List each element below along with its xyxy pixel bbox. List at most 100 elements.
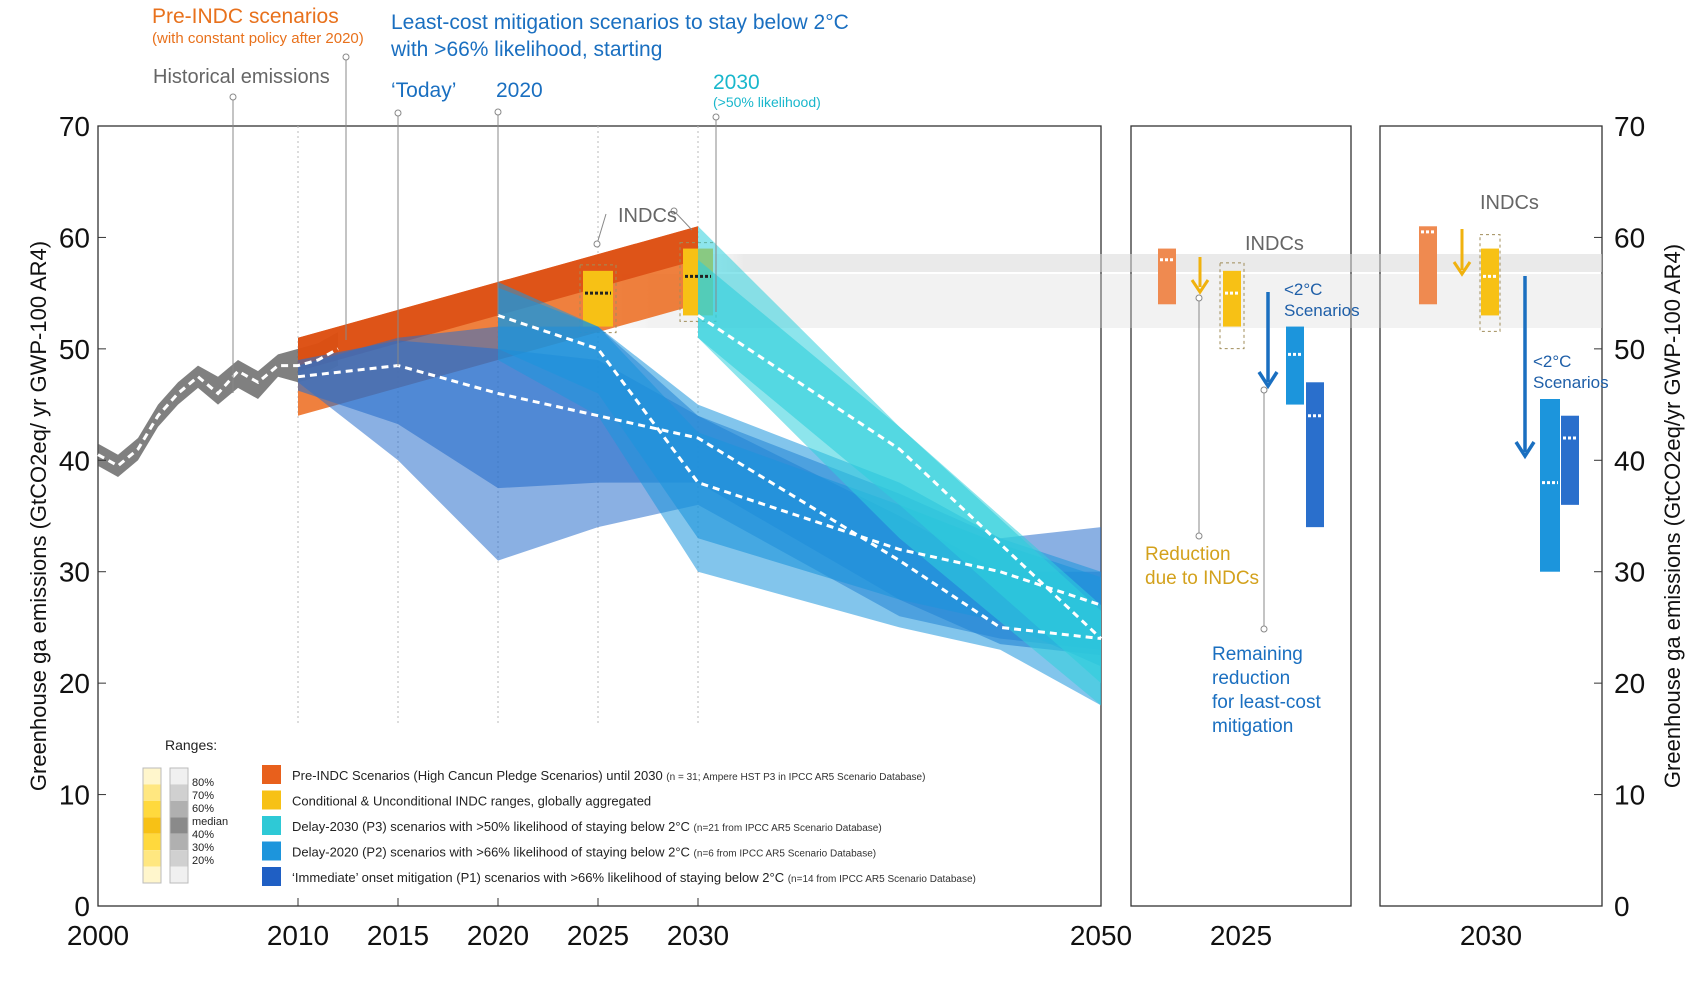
pre-indc-title: Pre-INDC scenarios [152, 5, 339, 28]
legend-item-note: (n=14 from IPCC AR5 Scenario Database) [788, 874, 976, 885]
delay-2020-p2--median [497, 314, 1102, 607]
range-key-yellow-seg [143, 784, 161, 801]
y-tick-label-right: 0 [1614, 891, 1630, 922]
delay-2030-p3--median [697, 314, 1103, 640]
legend-swatch [262, 816, 281, 835]
range-key-gray-seg [170, 800, 188, 818]
legend-item-label: Delay-2030 (P3) scenarios with >50% like… [292, 819, 882, 834]
y-axis-label-right: Greenhouse ga emissions (GtCO2eq/yr GWP-… [1660, 244, 1685, 788]
panel2030-indc-bar [1481, 248, 1499, 316]
reduction-label-2: due to INDCs [1145, 568, 1259, 589]
y-axis-label-left: Greenhouse ga emissions (GtCO2eq/ yr GWP… [26, 241, 51, 791]
range-key-yellow-seg [143, 833, 161, 851]
legend-item-label: Delay-2020 (P2) scenarios with >66% like… [292, 845, 876, 860]
range-key-label: 70% [192, 790, 214, 802]
label-2030-sub: (>50% likelihood) [713, 94, 821, 110]
today-label: ‘Today’ [391, 79, 456, 102]
panel-2025-label: 2025 [1210, 920, 1272, 951]
legend-swatch [262, 841, 281, 861]
legend-item-note: (n=21 from IPCC AR5 Scenario Database) [694, 823, 882, 834]
panel2025-p2-bar [1286, 326, 1304, 405]
legend-ranges-title: Ranges: [165, 737, 217, 753]
y-tick-label-right: 20 [1614, 668, 1645, 699]
legend-item-label: ‘Immediate’ onset mitigation (P1) scenar… [292, 870, 976, 885]
legend-item-note: (n=6 from IPCC AR5 Scenario Database) [694, 849, 877, 860]
indcs-label-2030: INDCs [1480, 192, 1539, 214]
legend-swatch [262, 765, 281, 784]
panel-2030-frame [1379, 125, 1603, 907]
scenarios-word-2025: Scenarios [1284, 301, 1360, 320]
x-tick-label: 2020 [467, 920, 529, 951]
panel2030-p2-bar [1540, 399, 1560, 572]
legend-item-label: Pre-INDC Scenarios (High Cancun Pledge S… [292, 768, 925, 783]
remaining-label-1: Remaining [1212, 644, 1303, 665]
y-tick-label: 50 [59, 334, 90, 365]
immediate-p1--median [297, 364, 1102, 641]
indcs-label-main: INDCs [618, 205, 677, 227]
legend-item-label: Conditional & Unconditional INDC ranges,… [292, 794, 651, 809]
y-tick-label-right: 50 [1614, 334, 1645, 365]
range-key-label: 30% [192, 842, 214, 854]
panel2025-p1-bar [1306, 382, 1324, 528]
scenarios-word-2030: Scenarios [1533, 373, 1609, 392]
scenarios-lt2-2025: <2°C [1284, 280, 1322, 299]
range-key-yellow-seg [143, 817, 161, 834]
range-key-yellow-frame [142, 767, 162, 884]
range-key-yellow-seg [143, 768, 161, 785]
panel2030-pre-indc-bar [1419, 226, 1437, 305]
legend-item-note: (n = 31; Ampere HST P3 in IPCC AR5 Scena… [666, 772, 925, 783]
range-key-gray-seg [170, 817, 188, 834]
scenarios-lt2-2030: <2°C [1533, 352, 1571, 371]
panel2025-pre-indc-bar [1158, 248, 1176, 305]
y-tick-label: 40 [59, 445, 90, 476]
y-tick-label: 0 [74, 891, 90, 922]
y-tick-label: 10 [59, 780, 90, 811]
range-key-label: 60% [192, 803, 214, 815]
indc-band-2030 [700, 254, 1602, 272]
y-tick-label: 60 [59, 222, 90, 253]
x-tick-label: 2015 [367, 920, 429, 951]
reduction-label-1: Reduction [1145, 544, 1231, 565]
x-tick-label: 2000 [67, 920, 129, 951]
historical-band [98, 332, 338, 477]
indcs-label-2025: INDCs [1245, 233, 1304, 255]
range-key-gray-seg [170, 866, 188, 883]
panel2030-p1-bar [1561, 415, 1579, 505]
y-tick-label-right: 60 [1614, 222, 1645, 253]
range-key-label: 80% [192, 777, 214, 789]
y-tick-label-right: 40 [1614, 445, 1645, 476]
indc-bar [583, 270, 613, 327]
delay-2030-p3--inner-band [698, 259, 1101, 684]
least-cost-title: Least-cost mitigation scenarios to stay … [391, 11, 849, 34]
panel-2030-label: 2030 [1460, 920, 1522, 951]
panel2025-indc-bar [1223, 270, 1241, 327]
range-key-label: median [192, 816, 228, 828]
range-key-yellow-seg [143, 866, 161, 883]
x-tick-label: 2025 [567, 920, 629, 951]
reduction-arrows [1190, 229, 1536, 460]
x-tick-label: 2010 [267, 920, 329, 951]
y-tick-label: 20 [59, 668, 90, 699]
range-key-label: 20% [192, 855, 214, 867]
pointer-lines [229, 53, 1268, 633]
x-tick-label: 2050 [1070, 920, 1132, 951]
range-key-gray-seg [170, 784, 188, 801]
remaining-label-2: reduction [1212, 668, 1290, 689]
range-key-gray-seg [170, 850, 188, 867]
range-key-gray-seg [170, 768, 188, 785]
range-key-gray-seg [170, 833, 188, 851]
y-tick-label: 70 [59, 111, 90, 142]
y-tick-label-right: 70 [1614, 111, 1645, 142]
y-tick-label-right: 10 [1614, 780, 1645, 811]
range-key-yellow-seg [143, 800, 161, 818]
legend-swatch [262, 867, 281, 886]
panel2025-indc-frame [1219, 262, 1245, 350]
panel-2025-frame [1130, 125, 1352, 907]
y-tick-label-right: 30 [1614, 557, 1645, 588]
least-cost-subtitle: with >66% likelihood, starting [390, 38, 662, 61]
pre-indc-subtitle: (with constant policy after 2020) [152, 30, 364, 47]
range-key-yellow-seg [143, 850, 161, 867]
